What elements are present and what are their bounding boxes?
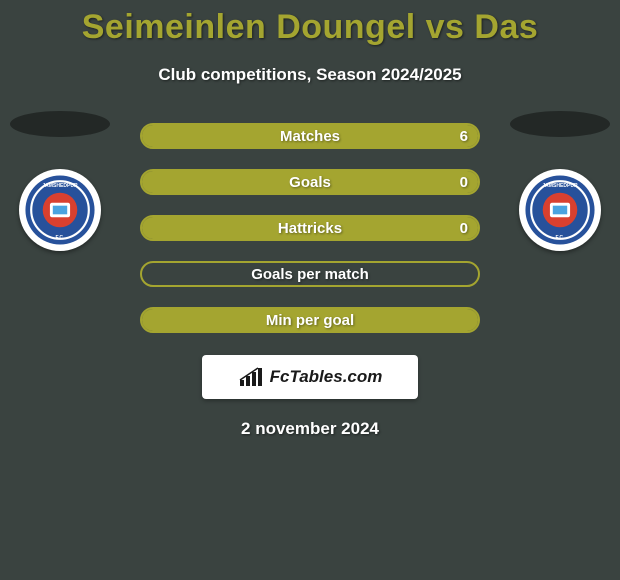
stat-bar-goals: Goals 0 bbox=[140, 169, 480, 195]
stat-label: Min per goal bbox=[266, 312, 354, 329]
jamshedpur-fc-icon: JAMSHEDPUR F.C. bbox=[524, 174, 596, 246]
stat-bar-hattricks: Hattricks 0 bbox=[140, 215, 480, 241]
svg-text:JAMSHEDPUR: JAMSHEDPUR bbox=[42, 183, 78, 189]
date-text: 2 november 2024 bbox=[0, 419, 620, 439]
club-badge-right: JAMSHEDPUR F.C. bbox=[519, 169, 601, 251]
stats-bars: Matches 6 Goals 0 Hattricks 0 Goals per … bbox=[140, 123, 480, 333]
svg-text:F.C.: F.C. bbox=[556, 235, 566, 241]
club-badge-left: JAMSHEDPUR F.C. bbox=[19, 169, 101, 251]
stat-label: Goals bbox=[289, 174, 331, 191]
stat-label: Matches bbox=[280, 128, 340, 145]
stat-label: Hattricks bbox=[278, 220, 342, 237]
stat-bar-matches: Matches 6 bbox=[140, 123, 480, 149]
stat-value: 6 bbox=[460, 128, 468, 145]
comparison-panel: JAMSHEDPUR F.C. JAMSHEDPUR F.C. bbox=[0, 123, 620, 439]
logo-text: FcTables.com bbox=[270, 367, 383, 387]
bar-chart-icon bbox=[238, 366, 264, 388]
player-left-silhouette bbox=[10, 111, 110, 137]
subtitle: Club competitions, Season 2024/2025 bbox=[0, 65, 620, 85]
player-right-silhouette bbox=[510, 111, 610, 137]
page-title: Seimeinlen Doungel vs Das bbox=[0, 0, 620, 47]
fctables-logo[interactable]: FcTables.com bbox=[202, 355, 418, 399]
stat-bar-goals-per-match: Goals per match bbox=[140, 261, 480, 287]
stat-bar-min-per-goal: Min per goal bbox=[140, 307, 480, 333]
player-left-column: JAMSHEDPUR F.C. bbox=[0, 111, 120, 251]
stat-label: Goals per match bbox=[251, 266, 369, 283]
stat-value: 0 bbox=[460, 174, 468, 191]
svg-text:JAMSHEDPUR: JAMSHEDPUR bbox=[542, 183, 578, 189]
stat-value: 0 bbox=[460, 220, 468, 237]
jamshedpur-fc-icon: JAMSHEDPUR F.C. bbox=[24, 174, 96, 246]
svg-text:F.C.: F.C. bbox=[56, 235, 66, 241]
player-right-column: JAMSHEDPUR F.C. bbox=[500, 111, 620, 251]
